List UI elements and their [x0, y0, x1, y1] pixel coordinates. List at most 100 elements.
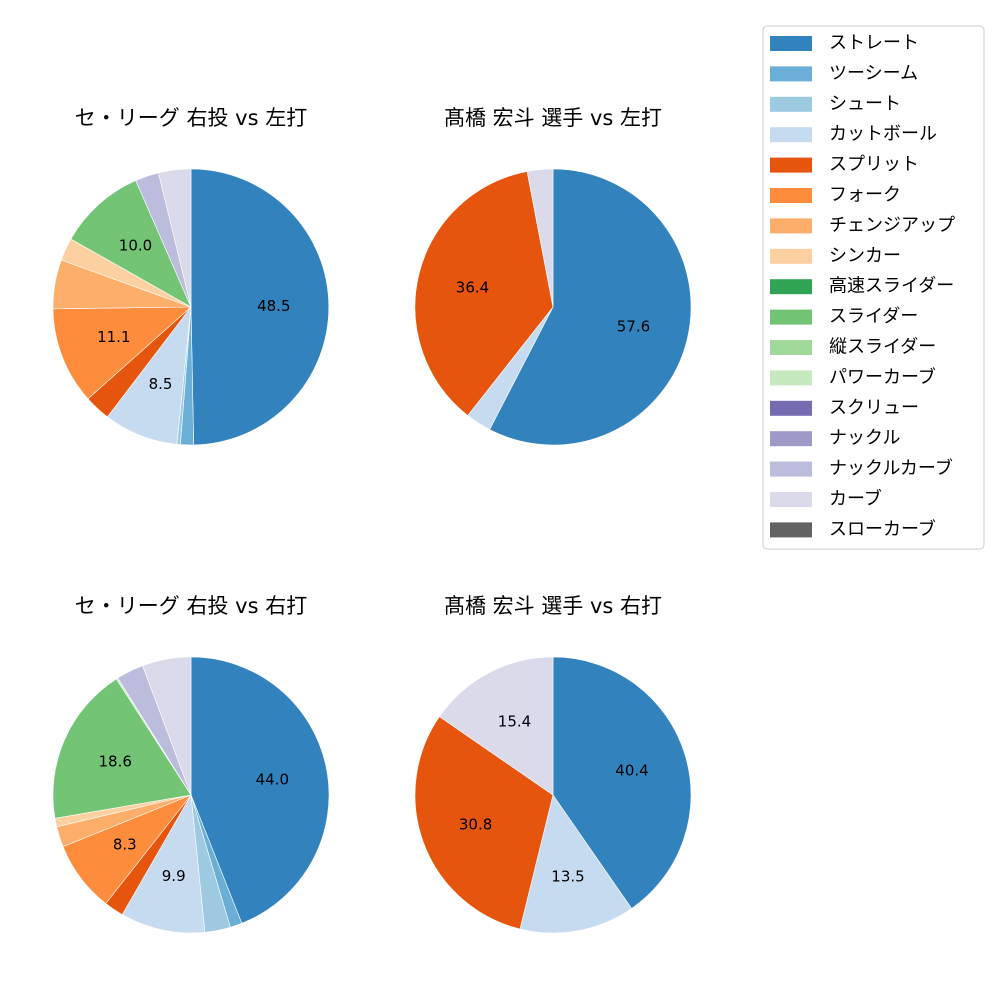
pie-slice-1: [519, 794, 632, 934]
slice-value-label: 8.5: [149, 375, 173, 393]
chart-title: 髙橋 宏斗 選手 vs 右打: [444, 594, 662, 618]
pie-chart-takahashi-vs-right: 髙橋 宏斗 選手 vs 右打 40.4 13.5 30.8 15.4: [414, 594, 692, 934]
legend-item: ツーシーム: [770, 63, 918, 84]
chart-title: セ・リーグ 右投 vs 左打: [75, 106, 307, 130]
legend-swatch: [770, 218, 812, 234]
legend-items: ストレートツーシームシュートカットボールスプリットフォークチェンジアップシンカー…: [770, 33, 955, 540]
legend-swatch: [770, 461, 812, 477]
pie-slice-0: [190, 656, 330, 924]
pie-labels: 40.4 13.5 30.8 15.4: [459, 713, 649, 886]
legend-swatch: [770, 36, 812, 51]
slice-value-label: 10.0: [119, 237, 152, 255]
slice-value-label: 9.9: [162, 867, 186, 885]
legend-swatch: [770, 279, 812, 295]
pie-slice-3: [439, 656, 554, 796]
legend-swatch: [770, 431, 812, 447]
legend-item: カットボール: [770, 124, 937, 145]
legend-swatch: [770, 157, 812, 173]
legend-swatch: [770, 248, 812, 264]
legend-label: 縦スライダー: [829, 337, 936, 358]
legend-item: パワーカーブ: [770, 366, 936, 388]
legend-label: ナックル: [829, 428, 900, 449]
slice-value-label: 30.8: [459, 815, 492, 833]
pie-slice-2: [414, 716, 554, 930]
pie-labels: 44.0 9.9 8.3 18.6: [98, 753, 289, 885]
legend-item: シンカー: [770, 245, 901, 266]
legend-label: フォーク: [829, 185, 901, 206]
pie-slice-0: [190, 168, 330, 446]
legend-item: シュート: [770, 93, 901, 114]
legend-item: チェンジアップ: [770, 215, 955, 236]
pie-chart-takahashi-vs-left: 髙橋 宏斗 選手 vs 左打 57.6 36.4: [414, 106, 692, 446]
pie-slices: [414, 168, 692, 446]
slice-value-label: 13.5: [551, 867, 584, 885]
legend-label: スライダー: [829, 306, 918, 327]
legend-label: ナックルカーブ: [829, 457, 953, 479]
legend-label: チェンジアップ: [829, 215, 955, 236]
legend-label: ツーシーム: [829, 63, 918, 84]
slice-value-label: 15.4: [498, 713, 531, 731]
pie-slice-3: [526, 168, 554, 308]
legend-label: スローカーブ: [829, 518, 936, 540]
pie-slice-3: [121, 794, 206, 934]
legend-label: シンカー: [829, 245, 901, 266]
legend-label: スプリット: [829, 154, 919, 175]
pie-labels: 48.5 8.5 11.1 10.0: [97, 237, 290, 394]
chart-title: セ・リーグ 右投 vs 右打: [75, 594, 307, 618]
slice-value-label: 18.6: [98, 753, 131, 771]
pie-slices: [414, 656, 692, 934]
legend-swatch: [770, 309, 812, 325]
slice-value-label: 40.4: [615, 761, 648, 779]
legend-item: カーブ: [770, 488, 882, 510]
slice-value-label: 36.4: [456, 278, 489, 296]
pie-slice-10: [158, 168, 192, 308]
legend-label: パワーカーブ: [829, 366, 936, 388]
pie-slice-5: [52, 306, 192, 400]
legend-label: カーブ: [829, 488, 882, 510]
legend-label: シュート: [829, 93, 901, 114]
pie-chart-league-vs-right: セ・リーグ 右投 vs 右打 44.0 9.9 8.3 18.6: [52, 594, 330, 934]
legend-swatch: [770, 340, 812, 355]
pie-slice-8: [52, 678, 192, 819]
legend-item: スライダー: [770, 306, 918, 327]
pie-slice-11: [142, 656, 192, 796]
slice-value-label: 57.6: [617, 318, 650, 336]
legend-item: ナックル: [770, 428, 900, 449]
legend-label: 高速スライダー: [829, 276, 954, 297]
pie-labels: 57.6 36.4: [456, 278, 650, 335]
slice-value-label: 48.5: [257, 297, 290, 315]
legend-item: 高速スライダー: [770, 276, 954, 297]
legend-label: ストレート: [829, 33, 919, 54]
legend-swatch: [770, 188, 812, 203]
legend-swatch: [770, 400, 812, 416]
legend-frame: [762, 25, 985, 550]
legend-item: スプリット: [770, 154, 919, 175]
legend-item: 縦スライダー: [770, 337, 936, 358]
pie-slice-8: [70, 180, 192, 308]
legend-label: カットボール: [829, 124, 937, 145]
slice-value-label: 11.1: [97, 328, 130, 346]
chart-title: 髙橋 宏斗 選手 vs 左打: [444, 106, 662, 130]
legend-item: スクリュー: [770, 397, 919, 418]
legend: ストレートツーシームシュートカットボールスプリットフォークチェンジアップシンカー…: [762, 25, 985, 550]
pie-slices: [52, 656, 330, 934]
legend-item: フォーク: [770, 185, 901, 206]
pie-slice-2: [414, 171, 554, 416]
legend-swatch: [770, 66, 812, 82]
legend-swatch: [770, 127, 812, 143]
pie-slices: [52, 168, 330, 446]
pie-slice-0: [489, 168, 692, 446]
legend-swatch: [770, 96, 812, 112]
legend-item: ストレート: [770, 33, 919, 54]
legend-label: スクリュー: [829, 397, 919, 418]
legend-item: スローカーブ: [770, 518, 936, 540]
legend-item: ナックルカーブ: [770, 457, 953, 479]
slice-value-label: 44.0: [256, 771, 289, 789]
legend-swatch: [770, 522, 812, 538]
legend-swatch: [770, 492, 812, 507]
pie-slice-0: [552, 656, 692, 909]
slice-value-label: 8.3: [113, 836, 137, 854]
pie-chart-league-vs-left: セ・リーグ 右投 vs 左打 48.5 8.5 11.1 10.0: [52, 106, 330, 446]
legend-swatch: [770, 370, 812, 386]
